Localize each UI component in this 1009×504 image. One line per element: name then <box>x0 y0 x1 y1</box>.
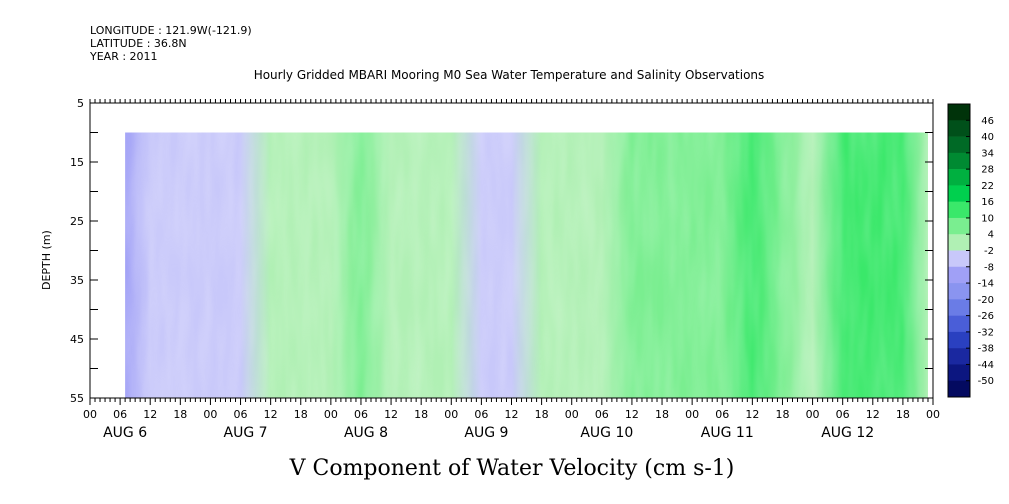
y-tick-label: 25 <box>70 215 84 228</box>
longitude-label: LONGITUDE : 121.9W(-121.9) <box>90 24 252 37</box>
colorbar-label: 40 <box>981 132 994 143</box>
colorbar: 46 40 34 28 22 16 10 4 -2 -8 -14 -20 -26 -32 -38 -44 -50 <box>947 103 994 398</box>
x-hour-label: 06 <box>354 408 368 421</box>
x-hour-label: 00 <box>83 408 97 421</box>
x-axis-label: V Component of Water Velocity (cm s-1) <box>289 456 735 481</box>
x-day-label: AUG 10 <box>580 425 633 441</box>
colorbar-label: -20 <box>978 295 994 306</box>
colorbar-swatch <box>948 348 970 365</box>
x-axis: 00 06 12 18 00 06 12 18 00 06 12 18 00 06 12 18 00 06 12 18… <box>83 99 940 441</box>
colorbar-label: -38 <box>978 344 994 355</box>
colorbar-label: 22 <box>981 181 994 192</box>
colorbar-label: -32 <box>978 327 994 338</box>
x-day-label: AUG 8 <box>344 425 388 441</box>
y-tick-label: 45 <box>70 333 84 346</box>
x-hour-label: 18 <box>775 408 789 421</box>
x-day-label: AUG 7 <box>224 425 268 441</box>
x-hour-label: 00 <box>806 408 820 421</box>
x-hour-label: 06 <box>474 408 488 421</box>
x-hour-label: 12 <box>745 408 759 421</box>
x-hour-label: 00 <box>926 408 940 421</box>
colorbar-label: -8 <box>984 262 994 273</box>
colorbar-swatch <box>948 185 970 202</box>
x-hour-label: 06 <box>234 408 248 421</box>
x-hour-label: 12 <box>625 408 639 421</box>
x-hour-label: 12 <box>264 408 278 421</box>
colorbar-swatch <box>948 380 970 398</box>
x-day-label: AUG 12 <box>821 425 874 441</box>
colorbar-swatch <box>948 217 970 235</box>
x-hour-label: 12 <box>143 408 157 421</box>
y-tick-label: 55 <box>70 392 84 405</box>
y-tick-label: 15 <box>70 156 84 169</box>
colorbar-swatch <box>948 120 970 137</box>
x-day-label: AUG 6 <box>103 425 147 441</box>
colorbar-label: -26 <box>978 311 994 322</box>
x-hour-label: 18 <box>173 408 187 421</box>
colorbar-label: -2 <box>984 246 994 257</box>
colorbar-swatch <box>948 283 970 300</box>
colorbar-swatch <box>948 201 970 219</box>
colorbar-label: 28 <box>981 165 994 176</box>
x-hour-label: 18 <box>294 408 308 421</box>
x-hour-label: 00 <box>685 408 699 421</box>
x-hour-label: 12 <box>866 408 880 421</box>
colorbar-label: -50 <box>978 376 994 387</box>
x-hour-label: 00 <box>324 408 338 421</box>
x-hour-label: 18 <box>896 408 910 421</box>
y-axis-label: DEPTH (m) <box>40 230 53 290</box>
colorbar-swatch <box>948 299 970 316</box>
colorbar-swatch <box>948 152 970 170</box>
colorbar-swatch <box>948 250 970 268</box>
colorbar-swatch <box>948 169 970 186</box>
colorbar-swatch <box>948 266 970 284</box>
chart-title: Hourly Gridded MBARI Mooring M0 Sea Wate… <box>253 68 765 82</box>
x-hour-label: 06 <box>715 408 729 421</box>
colorbar-swatch <box>948 136 970 154</box>
colorbar-swatch <box>948 234 970 251</box>
colorbar-swatch <box>948 315 970 333</box>
colorbar-label: 16 <box>981 197 994 208</box>
x-hour-label: 00 <box>565 408 579 421</box>
x-day-label: AUG 11 <box>701 425 754 441</box>
x-hour-label: 00 <box>203 408 217 421</box>
x-hour-label: 12 <box>505 408 519 421</box>
colorbar-swatch <box>948 104 970 121</box>
x-hour-label: 18 <box>414 408 428 421</box>
colorbar-label: 4 <box>988 230 994 241</box>
colorbar-swatch <box>948 364 970 382</box>
colorbar-label: -44 <box>978 360 994 371</box>
x-hour-label: 18 <box>655 408 669 421</box>
x-hour-label: 06 <box>595 408 609 421</box>
colorbar-label: 10 <box>981 213 994 224</box>
colorbar-swatch <box>948 331 970 349</box>
y-tick-label: 35 <box>70 274 84 287</box>
x-hour-label: 00 <box>444 408 458 421</box>
colorbar-label: 34 <box>981 148 994 159</box>
heatmap-field <box>125 132 928 398</box>
x-day-label: AUG 9 <box>464 425 508 441</box>
x-hour-label: 18 <box>535 408 549 421</box>
y-axis: 5 15 25 35 45 55 <box>70 97 933 405</box>
latitude-label: LATITUDE : 36.8N <box>90 37 187 50</box>
x-hour-label: 12 <box>384 408 398 421</box>
y-tick-label: 5 <box>77 97 84 110</box>
colorbar-label: -14 <box>978 279 994 290</box>
x-hour-label: 06 <box>836 408 850 421</box>
colorbar-label: 46 <box>981 116 994 127</box>
heatmap-texture <box>125 132 928 398</box>
x-hour-label: 06 <box>113 408 127 421</box>
year-label: YEAR : 2011 <box>90 50 158 63</box>
